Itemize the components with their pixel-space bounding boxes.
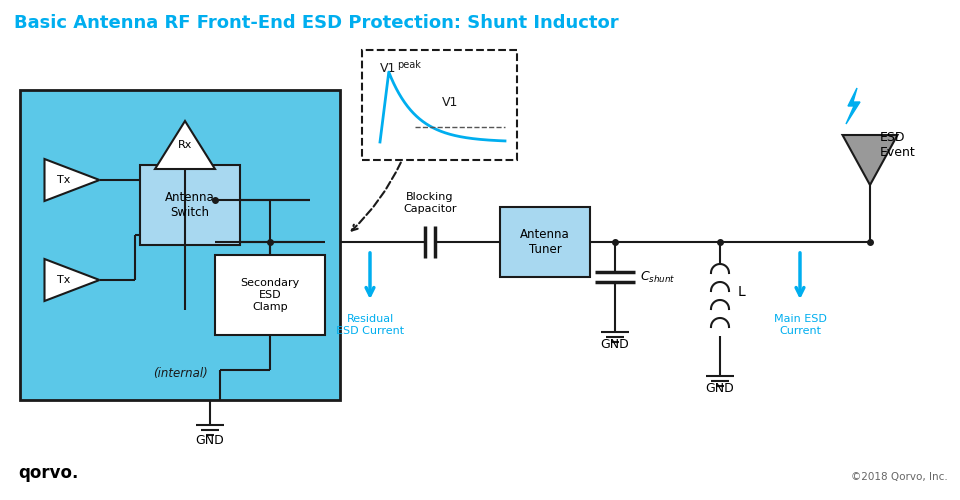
Text: peak: peak (397, 60, 420, 70)
Bar (20, 90, 340, 400)
Text: ©2018 Qorvo, Inc.: ©2018 Qorvo, Inc. (852, 472, 948, 482)
Text: (internal): (internal) (153, 367, 207, 380)
Text: $C_{shunt}$: $C_{shunt}$ (640, 270, 676, 284)
Text: Main ESD
Current: Main ESD Current (774, 314, 827, 336)
Polygon shape (843, 135, 898, 185)
Polygon shape (155, 121, 215, 169)
Text: V1: V1 (442, 96, 458, 108)
Text: Antenna
Switch: Antenna Switch (165, 191, 215, 219)
Text: L: L (738, 285, 746, 299)
Text: Blocking
Capacitor: Blocking Capacitor (403, 192, 457, 214)
Text: Tx: Tx (58, 175, 71, 185)
Bar (215, 255, 325, 335)
Polygon shape (44, 259, 100, 301)
Polygon shape (846, 88, 860, 124)
Text: ESD
Event: ESD Event (880, 131, 916, 159)
Text: GND: GND (196, 434, 225, 446)
Text: Secondary
ESD
Clamp: Secondary ESD Clamp (240, 278, 300, 312)
Text: Antenna
Tuner: Antenna Tuner (520, 228, 570, 256)
Text: Residual
ESD Current: Residual ESD Current (336, 314, 404, 336)
Polygon shape (44, 159, 100, 201)
Text: GND: GND (706, 382, 734, 394)
Bar (362, 50, 517, 160)
Text: Basic Antenna RF Front-End ESD Protection: Shunt Inductor: Basic Antenna RF Front-End ESD Protectio… (14, 14, 618, 32)
Bar (500, 207, 590, 277)
Text: V1: V1 (380, 62, 396, 75)
Bar (140, 165, 240, 245)
Text: qorvo.: qorvo. (18, 464, 79, 482)
Text: GND: GND (601, 338, 630, 350)
Text: Tx: Tx (58, 275, 71, 285)
Text: Rx: Rx (178, 140, 192, 150)
